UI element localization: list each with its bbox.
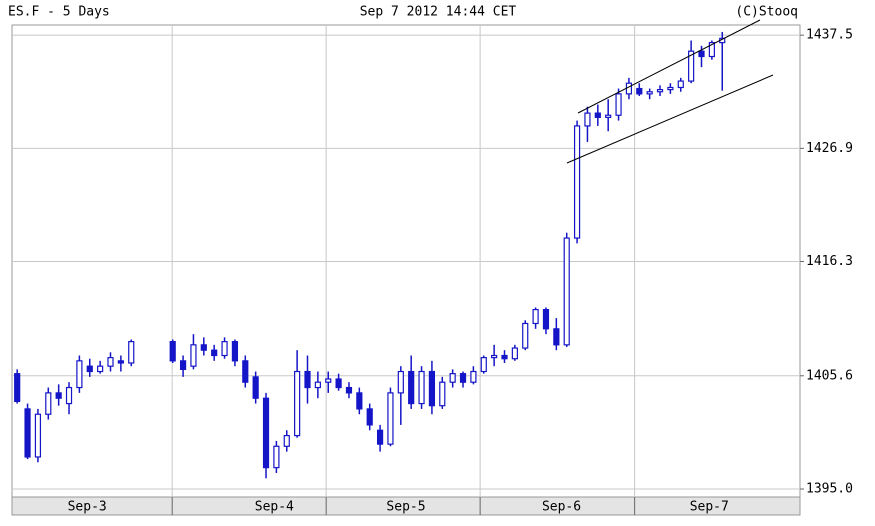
candle-body [86, 365, 93, 373]
candle-body [262, 397, 270, 469]
candle-body [128, 341, 135, 364]
candle-body [459, 373, 467, 383]
candle-body [304, 370, 311, 389]
candle-body [397, 370, 404, 394]
candle-body [656, 89, 664, 93]
candle-body [563, 237, 570, 346]
candle-body [252, 376, 259, 399]
candle-body [532, 308, 539, 325]
candle-body [449, 373, 456, 383]
y-tick-label: 1437.5 [806, 28, 853, 43]
candle-body [190, 344, 197, 367]
candle-body [294, 370, 301, 437]
candle-body [553, 328, 560, 346]
candle-body [45, 392, 52, 415]
candle-body [376, 429, 384, 445]
candle-body [646, 91, 653, 95]
candle-body [107, 357, 114, 367]
candle-body [65, 386, 73, 405]
candle-body [345, 386, 353, 394]
candle-body [470, 370, 477, 383]
candle-body [356, 392, 363, 410]
trend-line [577, 19, 761, 114]
candle-body [273, 445, 280, 469]
y-tick-label: 1395.0 [806, 481, 853, 496]
credit: (C)Stooq [735, 5, 798, 20]
candle-body [335, 378, 342, 389]
candle-body [439, 381, 446, 407]
plot-frame [11, 24, 801, 516]
chart-title: ES.F - 5 Days [8, 5, 110, 20]
candle-body [14, 373, 21, 403]
x-tick-label: Sep-6 [542, 500, 581, 515]
candle-body [76, 360, 83, 389]
candle-body [221, 341, 228, 357]
candle-body [55, 392, 62, 399]
candle-body [34, 413, 42, 458]
candle-body [242, 360, 249, 383]
candle-body [615, 93, 622, 116]
candle-body [491, 354, 498, 359]
candle-body [698, 50, 705, 58]
candle-body [594, 112, 601, 118]
candle-body [231, 341, 239, 362]
x-tick-label: Sep-7 [690, 500, 729, 515]
y-tick-label: 1416.3 [806, 254, 853, 269]
y-tick-label: 1426.9 [806, 141, 853, 156]
candle-body [708, 42, 715, 58]
candle-body [169, 341, 176, 362]
candle-body [501, 354, 508, 360]
chart-subtitle: Sep 7 2012 14:44 CET [360, 5, 517, 20]
candle-body [584, 112, 591, 127]
candle-body [179, 360, 187, 370]
candle-body [542, 308, 550, 330]
x-tick-label: Sep-4 [255, 500, 294, 515]
candle-body [688, 50, 695, 82]
candle-body [480, 357, 487, 373]
candle-body [408, 370, 415, 405]
candle-body [636, 87, 643, 95]
y-tick-label: 1405.6 [806, 368, 853, 383]
candle-body [605, 114, 612, 118]
candle-body [677, 80, 684, 89]
x-tick-label: Sep-5 [386, 500, 425, 515]
candle-body [366, 408, 373, 426]
candle-body [511, 347, 518, 360]
candle-body [428, 370, 436, 407]
candle-body [211, 349, 218, 357]
candle-body [522, 322, 529, 349]
candle-body [24, 408, 31, 458]
candle-body [418, 370, 425, 405]
trend-line [566, 74, 774, 164]
candle-body [200, 344, 207, 351]
candle-body [97, 365, 104, 373]
candle-body [283, 434, 290, 447]
candle-body [314, 381, 321, 389]
candle-body [625, 82, 633, 95]
candle-body [325, 378, 332, 383]
candle-body [117, 360, 124, 364]
candle-body [667, 86, 674, 91]
candle-body [573, 125, 581, 239]
x-tick-label: Sep-3 [68, 500, 107, 515]
plot [12, 25, 800, 497]
x-axis-band [11, 496, 801, 516]
candle-body [387, 392, 394, 445]
